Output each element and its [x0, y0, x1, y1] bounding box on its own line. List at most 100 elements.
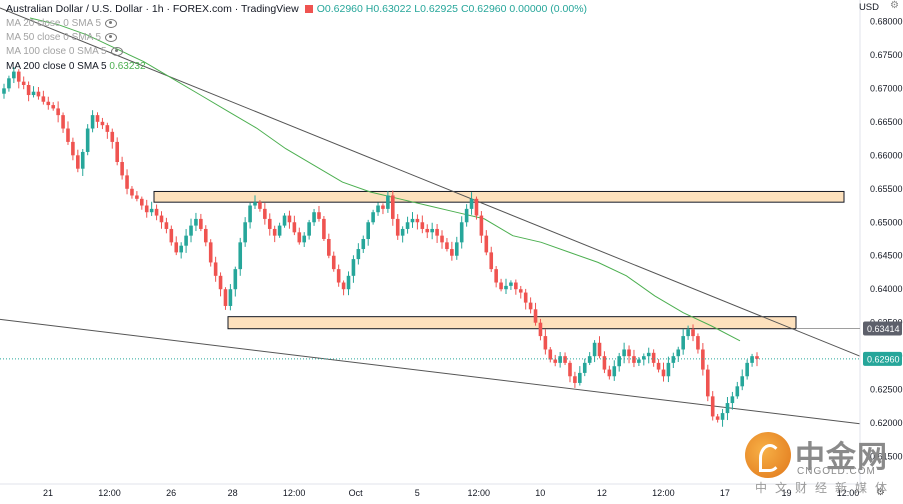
candle [725, 396, 730, 421]
candle [637, 357, 641, 367]
upper-trendline [0, 7, 861, 357]
y-tick-label: 0.66500 [870, 117, 903, 127]
candle-body [395, 218, 400, 236]
candle [651, 349, 656, 367]
legend-ma50[interactable]: MA 50 close 0 SMA 5 [6, 31, 118, 44]
candle [622, 342, 626, 364]
cngold-logo-icon [745, 432, 791, 478]
candle [459, 216, 464, 249]
eye-hidden-icon[interactable] [105, 32, 118, 42]
candle [479, 211, 484, 243]
candle [745, 359, 749, 380]
legend-ma100[interactable]: MA 100 close 0 SMA 5 [6, 45, 123, 58]
candle-body [454, 242, 459, 256]
candle [327, 233, 331, 259]
candle-body [632, 356, 636, 363]
eye-hidden-icon[interactable] [105, 18, 118, 28]
candle-body [307, 222, 311, 236]
candle [376, 202, 380, 216]
settings-gear-icon[interactable]: ⚙ [890, 0, 899, 11]
candle-body [41, 96, 46, 102]
candle [681, 328, 685, 355]
candle-body [164, 222, 169, 229]
candle [199, 213, 203, 232]
candle [159, 211, 164, 229]
candle-body [125, 175, 129, 189]
candle [573, 371, 577, 388]
candle [617, 352, 621, 372]
watermark: 中金网 CNGOLD.COM 中文财经新媒体 [745, 432, 895, 500]
candle-body [405, 222, 410, 229]
candle-body [376, 205, 380, 213]
candle [553, 354, 558, 367]
x-tick-label: Oct [349, 488, 364, 498]
candle [36, 87, 41, 100]
legend-ma200[interactable]: MA 200 close 0 SMA 5 0.63232 [6, 60, 146, 73]
candle-body [622, 349, 626, 357]
candle [331, 251, 336, 272]
currency-label[interactable]: USD [858, 2, 879, 13]
ma200-value: 0.63232 [109, 61, 146, 72]
candle [105, 122, 110, 139]
candle [696, 333, 700, 354]
candle-body [272, 228, 277, 236]
candle [41, 90, 46, 105]
candle-body [400, 228, 405, 236]
candle-body [327, 239, 331, 256]
candle-body [169, 228, 174, 243]
candle-body [7, 78, 11, 89]
candle-body [607, 369, 612, 377]
candle-body [174, 242, 179, 253]
y-tick-label: 0.65500 [870, 184, 903, 194]
candle [218, 272, 223, 297]
axis-settings-gear-icon[interactable]: ⚙ [876, 487, 885, 498]
candle [420, 215, 425, 234]
candle-body [435, 228, 439, 236]
candle [538, 318, 543, 341]
candle-body [430, 228, 434, 233]
candle-body [725, 403, 730, 414]
candle [115, 137, 119, 166]
candle-body [391, 195, 395, 219]
candle [499, 278, 503, 292]
candle [735, 381, 740, 399]
legend-ma20[interactable]: MA 20 close 0 SMA 5 [6, 17, 118, 30]
candle-body [528, 302, 533, 310]
candle [597, 336, 602, 359]
candle-body [612, 366, 617, 377]
candle [381, 203, 385, 215]
candle-body [258, 202, 262, 209]
candle-body [602, 356, 607, 370]
candle-body [184, 235, 188, 246]
candle-body [450, 249, 454, 256]
candle-body [523, 292, 528, 303]
candle [568, 360, 572, 383]
candle-body [115, 141, 119, 162]
candle-body [740, 376, 745, 387]
candle [213, 256, 218, 282]
candle-body [459, 222, 464, 243]
resistance-zone [153, 190, 845, 203]
candle-body [538, 322, 543, 337]
candle-body [445, 242, 449, 250]
candle-body [61, 115, 65, 129]
candle-body [223, 289, 228, 306]
candle-body [267, 218, 272, 229]
candle-body [243, 222, 247, 243]
candle [523, 288, 528, 310]
candle-body [233, 269, 238, 290]
x-tick-label: 12 [597, 488, 607, 498]
candle [51, 102, 56, 111]
candle-body [203, 228, 208, 243]
candle [248, 202, 252, 229]
x-tick-label: 17 [720, 488, 730, 498]
candle-body [26, 85, 31, 96]
candle-body [568, 362, 572, 377]
eye-hidden-icon[interactable] [110, 46, 123, 56]
candle-body [563, 356, 567, 363]
candle [543, 329, 548, 355]
candle [194, 212, 198, 232]
candle [656, 359, 661, 373]
candle [272, 225, 277, 243]
